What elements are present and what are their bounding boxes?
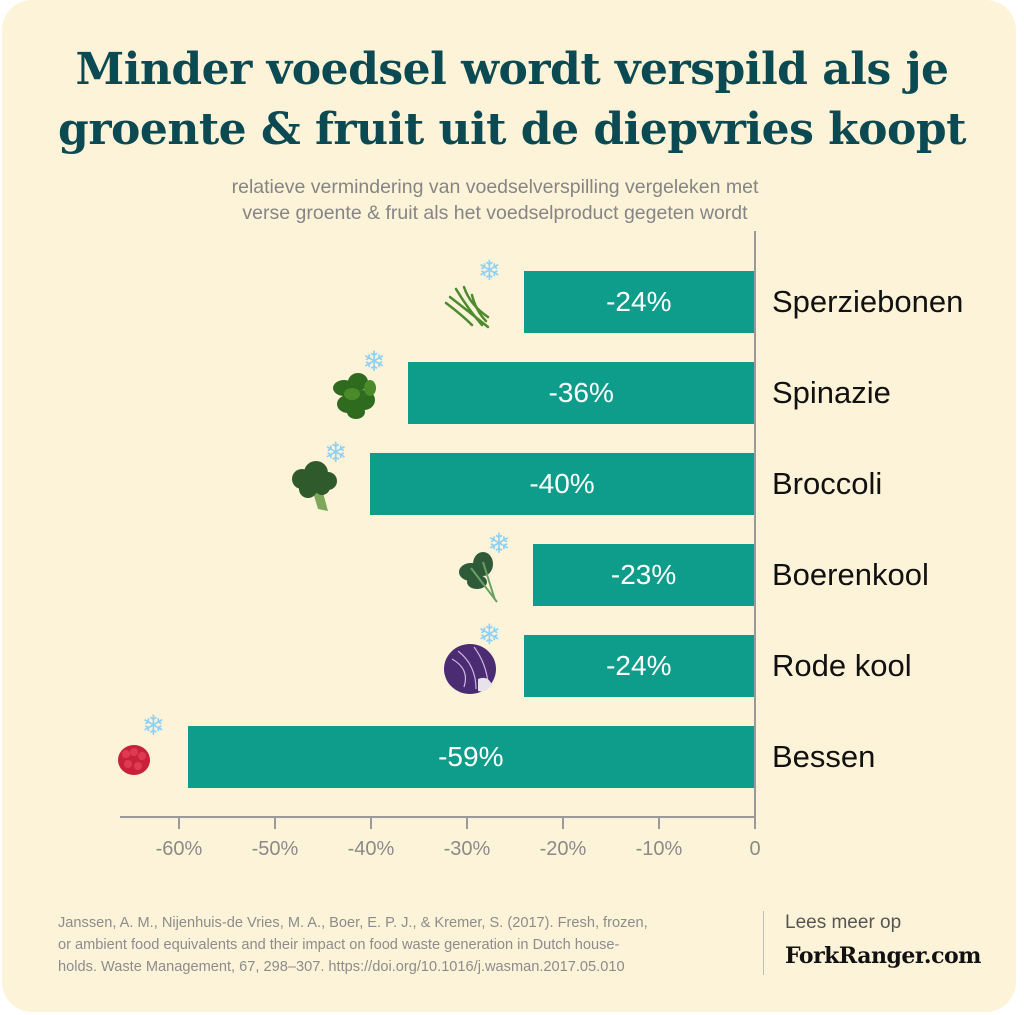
red-cabbage-icon bbox=[442, 639, 498, 695]
x-axis-tick-label: 0 bbox=[749, 838, 761, 860]
bar-value-label: -24% bbox=[606, 286, 672, 317]
subtitle-line-1: relatieve vermindering van voedselverspi… bbox=[231, 176, 759, 198]
x-axis-tick bbox=[178, 817, 180, 829]
bar: -40% bbox=[370, 453, 754, 515]
brand-link[interactable]: ForkRanger.com bbox=[785, 943, 981, 969]
x-axis-tick-label: -40% bbox=[347, 838, 395, 860]
snowflake-icon: ❄ bbox=[324, 437, 348, 468]
x-axis-tick-label: -50% bbox=[251, 838, 299, 860]
bar: -59% bbox=[187, 726, 754, 788]
bar-value-label: -36% bbox=[548, 377, 614, 408]
reference-line: Janssen, A. M., Nijenhuis-de Vries, M. A… bbox=[58, 915, 648, 931]
x-axis-tick bbox=[658, 817, 660, 829]
bar: -36% bbox=[408, 362, 754, 424]
snowflake-icon: ❄ bbox=[141, 710, 166, 741]
source-reference: Janssen, A. M., Nijenhuis-de Vries, M. A… bbox=[58, 912, 758, 978]
category-label: Broccoli bbox=[772, 466, 883, 501]
x-axis-tick-label: -20% bbox=[539, 838, 587, 860]
reference-line: holds. Waste Management, 67, 298–307. ht… bbox=[58, 959, 625, 975]
kale-icon bbox=[451, 548, 507, 604]
snowflake-icon: ❄ bbox=[477, 619, 502, 650]
title-line-1: Minder voedsel wordt verspild als je bbox=[75, 44, 949, 95]
category-label: Sperziebonen bbox=[772, 284, 964, 319]
reference-line: or ambient food equivalents and their im… bbox=[58, 937, 620, 953]
bar-value-label: -24% bbox=[606, 650, 672, 681]
chart-subtitle: relatieve vermindering van voedselverspi… bbox=[0, 174, 990, 226]
x-axis-tick bbox=[370, 817, 372, 829]
x-axis-line bbox=[120, 816, 756, 818]
green-beans-icon bbox=[442, 275, 498, 331]
subtitle-line-2: verse groente & fruit als het voedselpro… bbox=[242, 202, 748, 224]
x-axis-tick-label: -10% bbox=[635, 838, 683, 860]
bar-value-label: -40% bbox=[529, 468, 595, 499]
title-line-2: groente & fruit uit de diepvries koopt bbox=[58, 104, 966, 155]
snowflake-icon: ❄ bbox=[487, 528, 511, 559]
x-axis-tick bbox=[274, 817, 276, 829]
x-axis-tick bbox=[466, 817, 468, 829]
footer-divider bbox=[763, 911, 764, 975]
y-axis-line bbox=[754, 231, 756, 818]
x-axis-tick-label: -60% bbox=[155, 838, 203, 860]
bar: -24% bbox=[523, 635, 754, 697]
x-axis-tick-label: -30% bbox=[443, 838, 491, 860]
chart-title: Minder voedsel wordt verspild als je gro… bbox=[0, 40, 1024, 160]
category-label: Rode kool bbox=[772, 648, 912, 683]
raspberry-icon bbox=[106, 730, 162, 786]
snowflake-icon: ❄ bbox=[477, 255, 502, 286]
bar: -24% bbox=[523, 271, 754, 333]
category-label: Spinazie bbox=[772, 375, 891, 410]
broccoli-icon bbox=[288, 457, 344, 513]
category-label: Boerenkool bbox=[772, 557, 929, 592]
bar: -23% bbox=[533, 544, 754, 606]
x-axis-tick bbox=[562, 817, 564, 829]
snowflake-icon: ❄ bbox=[362, 346, 386, 377]
bar-value-label: -59% bbox=[438, 741, 504, 772]
bar-value-label: -23% bbox=[610, 559, 677, 590]
category-label: Bessen bbox=[772, 739, 876, 774]
read-more-text: Lees meer op bbox=[785, 912, 902, 933]
spinach-icon bbox=[326, 366, 382, 422]
x-axis-tick bbox=[754, 817, 756, 829]
